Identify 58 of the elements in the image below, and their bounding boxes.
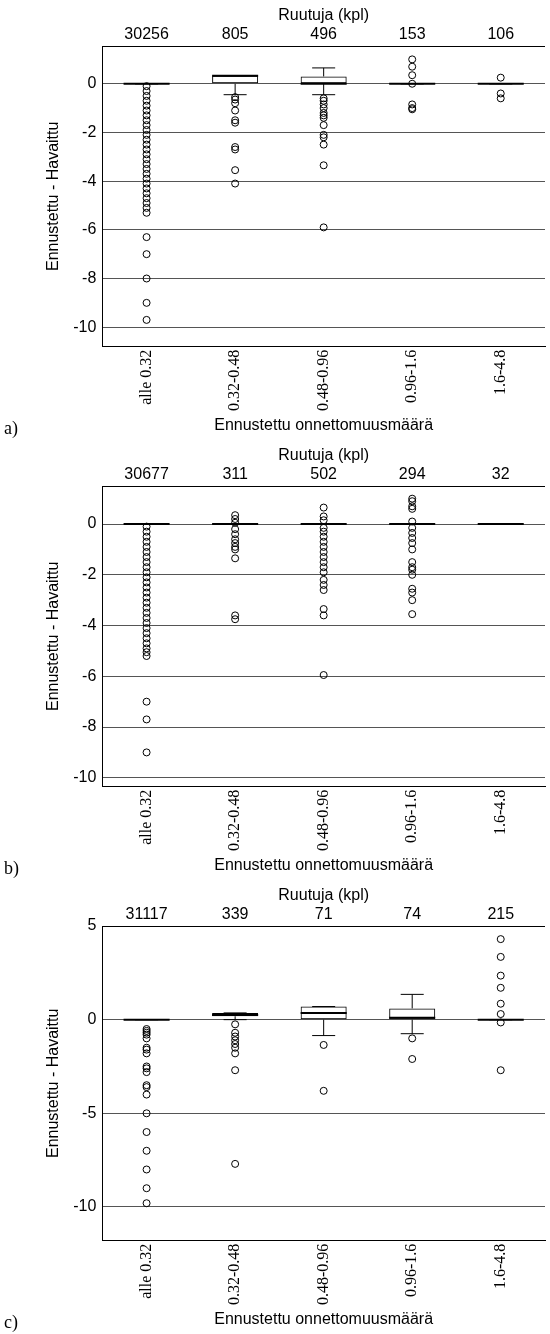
y-tick-label: -6 (82, 666, 97, 684)
x-axis-title: Ennustettu onnettomuusmäärä (214, 416, 434, 434)
text: 502 (310, 465, 338, 483)
y-tick-label: -10 (73, 768, 97, 786)
y-tick-label: 5 (87, 916, 97, 934)
y-tick-label: -6 (82, 220, 97, 238)
text: 74 (403, 905, 422, 923)
x-tick-label: alle 0.32 (136, 789, 154, 845)
y-tick-label: -10 (73, 1197, 97, 1215)
x-axis-title: Ennustettu onnettomuusmäärä (214, 856, 434, 874)
x-tick-label: 0.32-0.48 (225, 789, 243, 851)
text: 153 (398, 25, 426, 43)
x-tick-label: 0.96-1.6 (402, 349, 420, 403)
x-tick-label: 0.96-1.6 (402, 1243, 420, 1297)
text: 496 (310, 25, 338, 43)
x-tick-label: 1.6-4.8 (490, 1243, 508, 1289)
x-tick-label: 0.48-0.96 (313, 789, 331, 851)
y-tick-label: -4 (82, 171, 97, 189)
x-tick-label: 1.6-4.8 (490, 789, 508, 835)
x-tick-label: 0.48-0.96 (313, 1243, 331, 1305)
x-axis-title: Ennustettu onnettomuusmäärä (214, 1310, 434, 1328)
text: b) (4, 857, 19, 879)
text: 30677 (124, 465, 169, 483)
y-tick-label: 0 (87, 1010, 97, 1028)
y-tick-label: 0 (87, 514, 97, 532)
y-tick-label: -10 (73, 317, 97, 335)
x-tick-label: 0.32-0.48 (225, 349, 243, 411)
text: 30256 (124, 25, 169, 43)
x-tick-label: alle 0.32 (136, 1243, 154, 1299)
text: 32 (491, 465, 510, 483)
y-axis-title: Ennustettu - Havaittu (44, 121, 62, 272)
text: 805 (221, 25, 249, 43)
y-tick-label: -5 (82, 1103, 97, 1121)
y-tick-label: -8 (82, 268, 97, 286)
y-tick-label: -4 (82, 615, 97, 633)
text: c) (4, 1311, 18, 1333)
x2-axis-title: Ruutuja (kpl) (278, 6, 370, 24)
y-tick-label: 0 (87, 74, 97, 92)
text: 339 (221, 905, 249, 923)
text: 106 (487, 25, 515, 43)
text: 311 (222, 465, 248, 483)
x-tick-label: 0.96-1.6 (402, 789, 420, 843)
text: 31117 (125, 905, 168, 923)
x2-axis-title: Ruutuja (kpl) (278, 886, 370, 904)
y-tick-label: -2 (82, 122, 97, 140)
y-tick-label: -2 (82, 565, 97, 583)
y-axis-title: Ennustettu - Havaittu (44, 561, 62, 712)
x2-axis-title: Ruutuja (kpl) (278, 446, 370, 464)
text: a) (4, 417, 18, 439)
x-tick-label: 1.6-4.8 (490, 349, 508, 395)
text: 215 (487, 905, 515, 923)
text: 71 (314, 905, 333, 923)
y-tick-label: -8 (82, 717, 97, 735)
x-tick-label: 0.32-0.48 (225, 1243, 243, 1305)
text: 294 (398, 465, 426, 483)
x-tick-label: 0.48-0.96 (313, 349, 331, 411)
x-tick-label: alle 0.32 (136, 349, 154, 405)
y-axis-title: Ennustettu - Havaittu (44, 1008, 62, 1159)
